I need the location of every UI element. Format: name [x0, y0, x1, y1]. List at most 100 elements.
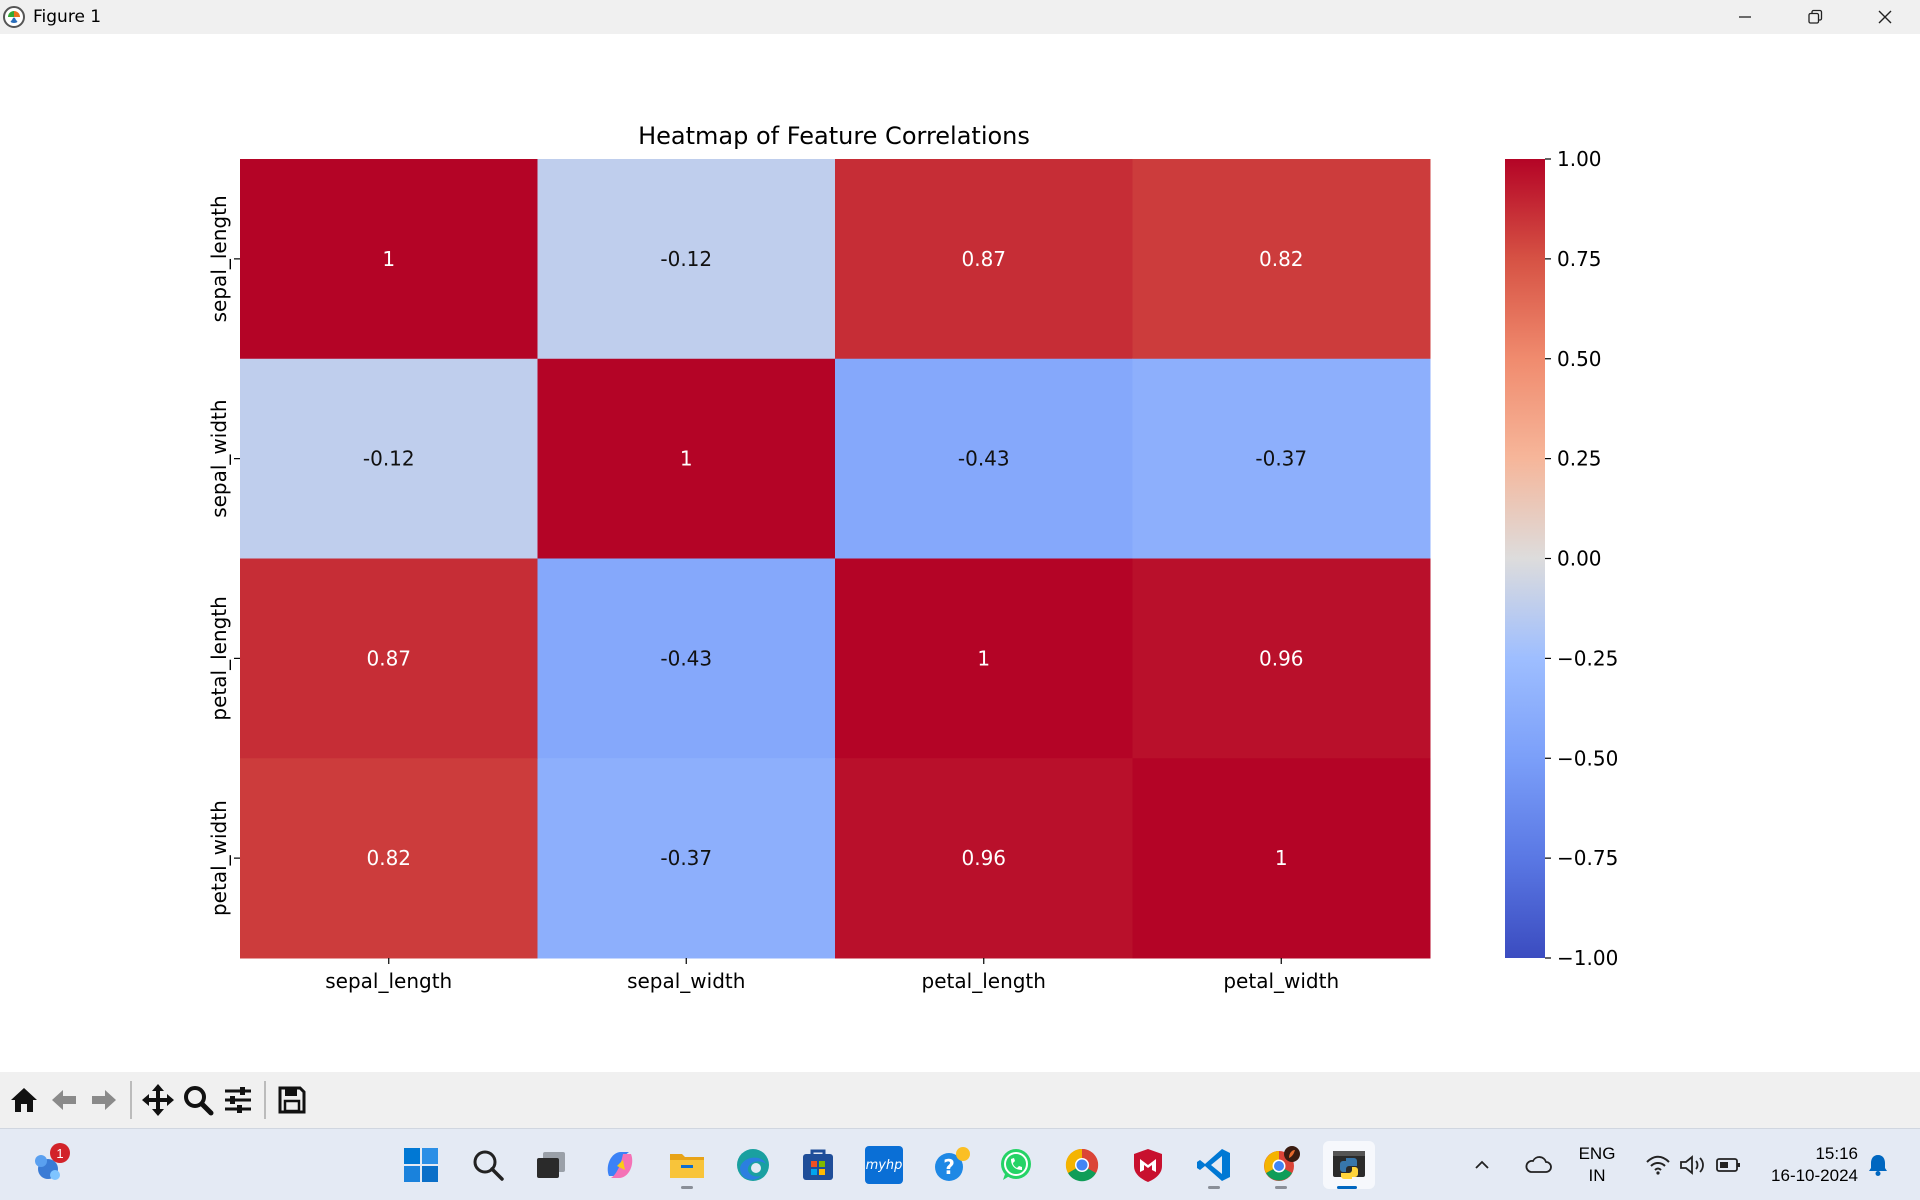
heatmap-cell — [835, 558, 1133, 759]
cell-annotation: -0.12 — [660, 247, 712, 271]
close-icon — [1878, 10, 1892, 24]
x-tick-label: sepal_width — [627, 969, 745, 993]
toolbar-separator — [264, 1081, 266, 1119]
cell-annotation: -0.37 — [1255, 447, 1307, 471]
notifications-button[interactable] — [1858, 1141, 1898, 1189]
x-tick-label: sepal_length — [325, 969, 452, 993]
clock-time: 15:16 — [1815, 1144, 1858, 1163]
microsoft-store-icon — [803, 1149, 833, 1180]
restore-button[interactable] — [1780, 0, 1850, 34]
x-tick-label: petal_length — [922, 969, 1046, 993]
battery-icon — [1716, 1158, 1740, 1172]
close-button[interactable] — [1850, 0, 1920, 34]
cell-annotation: 0.87 — [961, 247, 1006, 271]
window-controls — [1710, 0, 1920, 34]
mcafee-button[interactable] — [1124, 1141, 1172, 1189]
y-tick-label: petal_width — [207, 800, 231, 916]
cell-annotation: 1 — [680, 447, 693, 471]
pan-icon — [142, 1084, 174, 1116]
x-axis-ticks: sepal_length sepal_width petal_length petal… — [325, 958, 1339, 993]
colorbar-tick-label: 0.25 — [1557, 447, 1602, 471]
colorbar-tick-label: 0.00 — [1557, 547, 1602, 571]
chrome-button[interactable] — [1058, 1141, 1106, 1189]
language-code: ENG — [1578, 1144, 1616, 1163]
colorbar-tick-label: −0.25 — [1557, 646, 1618, 670]
vscode-icon — [1197, 1149, 1230, 1181]
restore-icon — [1808, 9, 1823, 24]
myhp-label: myhp — [865, 1157, 903, 1173]
colorbar-tick-label: −0.75 — [1557, 846, 1618, 870]
heatmap-cell — [240, 358, 538, 559]
start-icon — [404, 1148, 438, 1182]
colorbar-tick-label: 1.00 — [1557, 147, 1602, 171]
myhp-button[interactable]: myhp — [860, 1141, 908, 1189]
windows-taskbar: 1 — [0, 1128, 1920, 1200]
cell-annotation: -0.12 — [363, 447, 415, 471]
search-button[interactable] — [464, 1141, 512, 1189]
heatmap-cell — [1132, 558, 1431, 759]
heatmap-cell — [1132, 758, 1431, 959]
forward-icon — [92, 1090, 116, 1110]
quick-settings-button[interactable] — [1634, 1141, 1754, 1189]
get-help-icon: ? — [935, 1147, 970, 1181]
onedrive-button[interactable] — [1516, 1141, 1560, 1189]
window-title-bar: Figure 1 — [0, 0, 1920, 34]
microsoft-store-button[interactable] — [794, 1141, 842, 1189]
heatmap-cell — [835, 159, 1133, 360]
pan-button[interactable] — [138, 1078, 178, 1122]
svg-text:?: ? — [943, 1155, 955, 1179]
cell-annotation: -0.37 — [660, 846, 712, 870]
whatsapp-button[interactable] — [992, 1141, 1040, 1189]
y-tick-label: petal_length — [207, 596, 231, 720]
configure-subplots-button[interactable] — [218, 1078, 258, 1122]
x-tick-label: petal_width — [1223, 969, 1339, 993]
widgets-button[interactable]: 1 — [24, 1141, 72, 1189]
widgets-icon — [35, 1155, 60, 1180]
minimize-icon — [1739, 16, 1751, 18]
notification-bell-icon — [1869, 1155, 1887, 1176]
back-button[interactable] — [44, 1078, 84, 1122]
myhp-icon: myhp — [865, 1146, 903, 1184]
colorbar-tick-label: 0.50 — [1557, 347, 1602, 371]
heatmap-cell — [1132, 159, 1431, 360]
get-help-button[interactable]: ? — [928, 1141, 976, 1189]
chrome-profile-button[interactable] — [1257, 1141, 1305, 1189]
clock-date: 16-10-2024 — [1771, 1166, 1858, 1185]
back-icon — [52, 1090, 76, 1110]
heatmap-cell — [537, 159, 836, 360]
navigation-toolbar — [0, 1072, 1920, 1128]
cell-annotation: -0.43 — [958, 447, 1010, 471]
heatmap-cell — [835, 358, 1133, 559]
zoom-button[interactable] — [178, 1078, 218, 1122]
heatmap-cell — [240, 558, 538, 759]
input-language-indicator[interactable]: ENG IN — [1576, 1143, 1618, 1187]
vscode-button[interactable] — [1190, 1141, 1238, 1189]
clock[interactable]: 15:16 16-10-2024 — [1771, 1143, 1858, 1187]
figure-canvas[interactable]: Heatmap of Feature Correlations 1 -0.12 0.… — [0, 34, 1920, 1072]
copilot-button[interactable] — [596, 1141, 644, 1189]
file-explorer-button[interactable] — [663, 1141, 711, 1189]
cell-annotation: 0.82 — [366, 846, 411, 870]
forward-button[interactable] — [84, 1078, 124, 1122]
task-view-button[interactable] — [527, 1141, 575, 1189]
cell-annotation: 0.96 — [961, 846, 1006, 870]
python-button[interactable] — [1323, 1141, 1375, 1189]
cell-annotation: 1 — [382, 247, 395, 271]
cell-annotation: 0.87 — [366, 646, 411, 670]
minimize-button[interactable] — [1710, 0, 1780, 34]
chrome-profile-icon — [1264, 1146, 1300, 1181]
colorbar-tick-label: −0.50 — [1557, 746, 1618, 770]
cell-annotation: 1 — [977, 646, 990, 670]
show-hidden-icons-button[interactable] — [1466, 1141, 1498, 1189]
start-button[interactable] — [397, 1141, 445, 1189]
cell-annotation: 0.82 — [1259, 247, 1304, 271]
cell-annotation: -0.43 — [660, 646, 712, 670]
heatmap-cells: 1 -0.12 0.87 0.82 -0.12 1 -0.43 -0.37 0.87 -0.43 1… — [240, 159, 1431, 959]
save-button[interactable] — [272, 1078, 312, 1122]
file-explorer-icon — [670, 1154, 704, 1178]
matplotlib-app-icon — [3, 6, 25, 28]
volume-icon — [1680, 1155, 1704, 1175]
edge-button[interactable] — [729, 1141, 777, 1189]
heatmap-cell — [1132, 358, 1431, 559]
home-button[interactable] — [4, 1078, 44, 1122]
